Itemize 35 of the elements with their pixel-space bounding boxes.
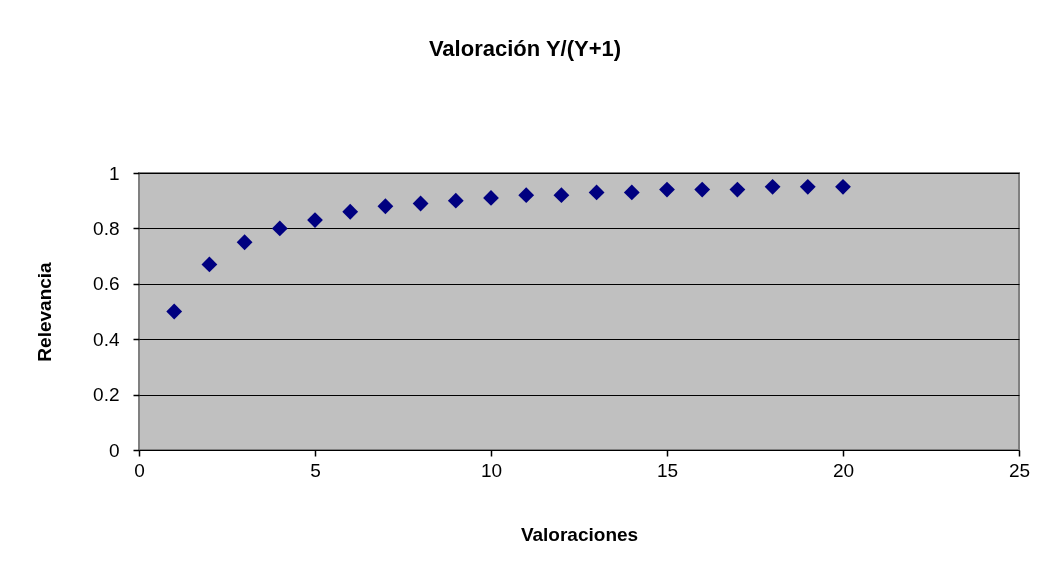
point [342, 203, 359, 220]
point [518, 187, 535, 204]
y-tick-label: 1 [108, 162, 120, 184]
point [412, 195, 429, 212]
point [201, 256, 218, 273]
x-tick-label: 5 [310, 459, 321, 481]
point [377, 198, 394, 215]
y-tick-label: 0 [108, 439, 120, 461]
point [764, 178, 781, 195]
y-axis-title: Relevancia [34, 261, 56, 362]
point [588, 184, 605, 201]
point [835, 178, 851, 195]
point [447, 192, 464, 209]
point [729, 181, 746, 198]
point [553, 187, 570, 204]
y-tick-label: 0.2 [93, 384, 120, 406]
point [307, 212, 323, 228]
point [166, 303, 183, 320]
point [659, 181, 675, 198]
x-tick-label: 20 [832, 459, 855, 481]
x-tick-label: 25 [1008, 459, 1031, 481]
point [483, 190, 499, 206]
point [623, 184, 640, 201]
x-axis-title: Valoraciones [520, 523, 639, 545]
point [236, 234, 253, 251]
y-tick-label: 0.8 [93, 217, 120, 239]
x-tick-label: 15 [656, 459, 679, 481]
chart-title: Valoración Y/(Y+1) [428, 36, 622, 61]
point [694, 181, 711, 198]
x-tick-label: 10 [480, 459, 503, 481]
point [799, 178, 816, 195]
y-tick-label: 0.6 [93, 273, 120, 295]
x-tick-label: 0 [134, 459, 145, 481]
point [271, 220, 288, 237]
y-tick-label: 0.4 [93, 328, 120, 350]
